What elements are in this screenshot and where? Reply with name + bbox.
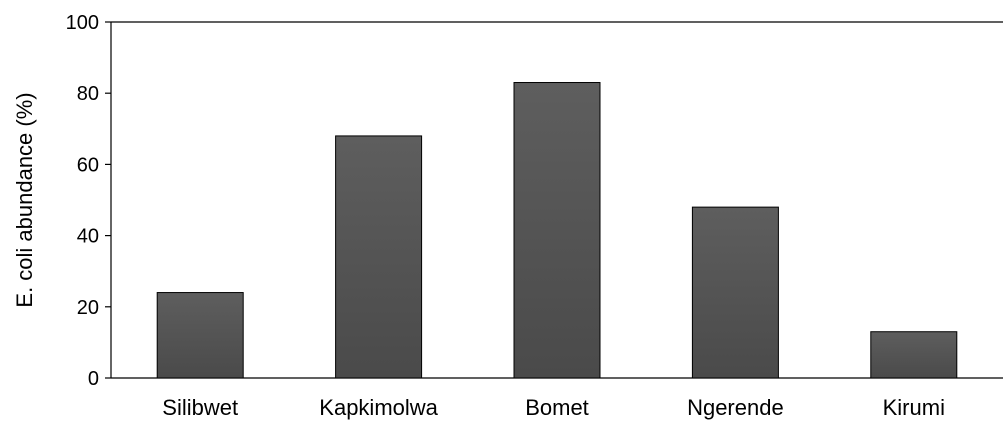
bar-ngerende <box>691 206 779 379</box>
x-category-label: Kapkimolwa <box>319 395 438 420</box>
bars <box>156 82 958 379</box>
y-tick-label: 0 <box>88 368 99 390</box>
x-category-label: Kirumi <box>883 395 945 420</box>
y-axis-ticks: 0 20 40 60 80 100 <box>66 12 111 390</box>
x-axis-labels: Silibwet Kapkimolwa Bomet Ngerende Kirumi <box>162 395 945 420</box>
bar-kapkimolwa <box>335 135 423 379</box>
y-axis-title: E. coli abundance (%) <box>12 92 37 307</box>
bar-silibwet <box>156 292 244 379</box>
bar-bomet <box>513 82 601 379</box>
y-tick-label: 80 <box>77 83 99 105</box>
y-tick-label: 20 <box>77 297 99 319</box>
y-tick-label: 40 <box>77 226 99 248</box>
y-tick-label: 60 <box>77 154 99 176</box>
x-category-label: Silibwet <box>162 395 238 420</box>
bar-kirumi <box>870 331 958 379</box>
x-category-label: Ngerende <box>687 395 784 420</box>
y-tick-label: 100 <box>66 12 99 34</box>
x-category-label: Bomet <box>525 395 589 420</box>
